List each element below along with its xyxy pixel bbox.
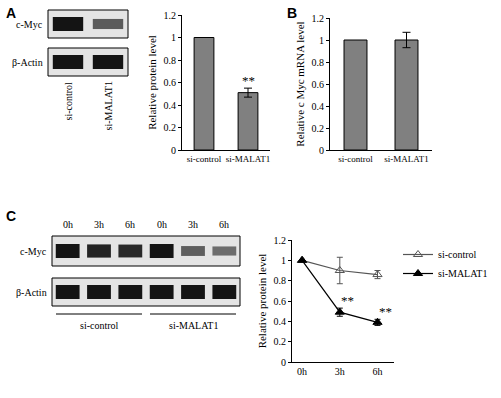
svg-text:si-MALAT1: si-MALAT1: [384, 154, 429, 164]
svg-text:Relative protein level: Relative protein level: [256, 254, 268, 349]
svg-text:0h: 0h: [63, 219, 73, 230]
svg-text:0: 0: [171, 145, 176, 156]
svg-text:1: 1: [171, 32, 176, 43]
svg-text:**: **: [379, 304, 392, 319]
svg-text:0.2: 0.2: [164, 122, 177, 133]
svg-text:si-control: si-control: [338, 154, 373, 164]
svg-text:0.6: 0.6: [274, 296, 287, 307]
svg-text:si-MALAT1: si-MALAT1: [169, 320, 218, 331]
svg-text:3h: 3h: [94, 219, 104, 230]
svg-text:si-control: si-control: [187, 154, 222, 164]
svg-text:**: **: [341, 293, 354, 308]
svg-text:3h: 3h: [335, 366, 345, 377]
svg-text:0.4: 0.4: [274, 316, 287, 327]
svg-text:1.2: 1.2: [312, 13, 325, 24]
svg-text:β-Actin: β-Actin: [12, 57, 43, 68]
svg-text:si-control: si-control: [63, 82, 74, 121]
svg-text:si-control: si-control: [438, 249, 477, 260]
svg-text:β-Actin: β-Actin: [16, 287, 47, 298]
svg-text:si-MALAT1: si-MALAT1: [226, 154, 271, 164]
svg-text:1.2: 1.2: [274, 235, 287, 246]
svg-text:0.2: 0.2: [312, 123, 325, 134]
svg-text:0.8: 0.8: [274, 275, 287, 286]
svg-text:0h: 0h: [297, 366, 307, 377]
svg-text:c-Myc: c-Myc: [20, 246, 47, 257]
svg-text:6h: 6h: [125, 219, 135, 230]
svg-text:0.4: 0.4: [164, 100, 177, 111]
svg-text:0.6: 0.6: [164, 77, 177, 88]
svg-text:0h: 0h: [157, 219, 167, 230]
svg-text:0.8: 0.8: [164, 55, 177, 66]
svg-text:0.4: 0.4: [312, 101, 325, 112]
svg-text:si-control: si-control: [80, 320, 119, 331]
svg-text:1: 1: [319, 35, 324, 46]
svg-text:0.8: 0.8: [312, 57, 325, 68]
svg-text:si-MALAT1: si-MALAT1: [438, 268, 487, 279]
svg-text:6h: 6h: [219, 219, 229, 230]
svg-text:0: 0: [319, 145, 324, 156]
svg-text:si-MALAT1: si-MALAT1: [103, 81, 114, 130]
svg-text:A: A: [6, 5, 16, 21]
svg-text:1.2: 1.2: [164, 10, 177, 21]
svg-text:6h: 6h: [373, 366, 383, 377]
svg-text:0.2: 0.2: [274, 336, 287, 347]
svg-text:0: 0: [281, 357, 286, 368]
svg-text:Relative protein level: Relative protein level: [146, 35, 158, 130]
svg-text:c-Myc: c-Myc: [16, 19, 43, 30]
svg-text:B: B: [287, 5, 297, 21]
svg-text:1: 1: [281, 255, 286, 266]
svg-text:Relative c Myc mRNA level: Relative c Myc mRNA level: [294, 21, 306, 146]
svg-text:C: C: [6, 208, 16, 224]
svg-text:3h: 3h: [188, 219, 198, 230]
svg-text:**: **: [242, 73, 255, 88]
svg-text:0.6: 0.6: [312, 79, 325, 90]
